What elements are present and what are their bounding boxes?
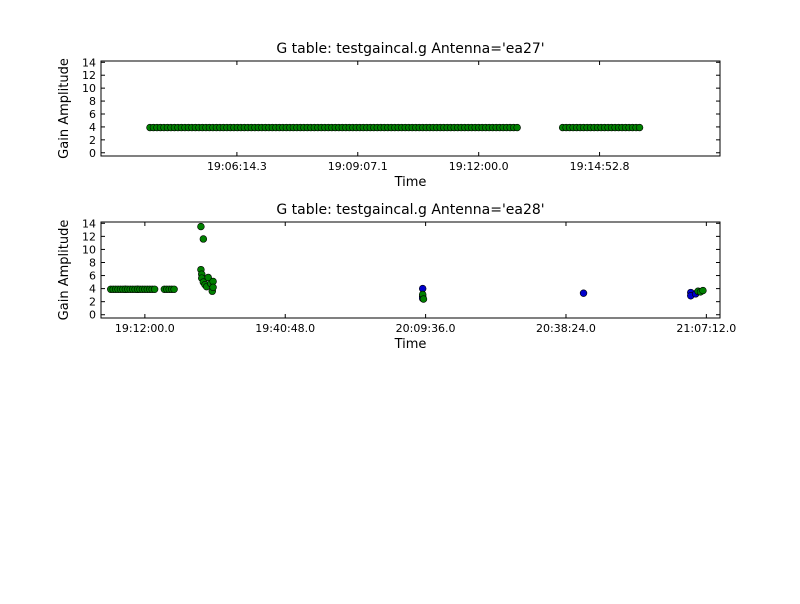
series-1 — [146, 123, 644, 132]
y-tick-label: 12 — [82, 69, 96, 82]
chart-2: G table: testgaincal.g Antenna='ea28' 024… — [57, 202, 736, 352]
chart-title: G table: testgaincal.g Antenna='ea27' — [276, 41, 544, 57]
x-tick-label: 19:40:48.0 — [255, 322, 315, 335]
y-tick-label: 0 — [89, 309, 96, 322]
y-tick-label: 0 — [89, 147, 96, 160]
y-tick-label: 10 — [82, 82, 96, 95]
data-point — [513, 123, 521, 132]
data-point — [170, 285, 178, 293]
x-tick-label: 20:09:36.0 — [396, 322, 456, 335]
plot-frame — [100, 60, 721, 157]
x-tick-label: 19:06:14.3 — [207, 160, 267, 173]
y-tick-label: 14 — [82, 56, 96, 69]
x-tick-label: 20:38:24.0 — [536, 322, 596, 335]
x-tick-label: 21:07:12.0 — [676, 322, 736, 335]
y-tick-label: 4 — [89, 121, 96, 134]
x-tick-label: 19:12:00.0 — [115, 322, 175, 335]
data-point — [635, 123, 644, 132]
x-axis-label: Time — [394, 175, 427, 190]
y-tick-label: 12 — [82, 230, 96, 243]
chart-title: G table: testgaincal.g Antenna='ea28' — [276, 202, 544, 218]
y-tick-label: 14 — [82, 217, 96, 230]
data-point — [579, 289, 588, 297]
data-point — [199, 235, 208, 243]
plot-frame — [100, 221, 721, 319]
y-tick-label: 2 — [89, 296, 96, 309]
y-tick-label: 6 — [89, 108, 96, 121]
y-tick-label: 4 — [89, 283, 96, 296]
x-tick-label: 19:09:07.1 — [328, 160, 388, 173]
x-tick-label: 19:14:52.8 — [570, 160, 630, 173]
y-axis-label: Gain Amplitude — [57, 220, 72, 321]
y-tick-label: 8 — [89, 256, 96, 269]
x-axis-label: Time — [394, 337, 427, 352]
y-tick-label: 6 — [89, 270, 96, 283]
x-tick-label: 19:12:00.0 — [449, 160, 509, 173]
data-point — [150, 285, 159, 293]
y-tick-label: 10 — [82, 243, 96, 256]
data-point — [419, 295, 428, 303]
data-point — [197, 222, 205, 231]
y-axis-label: Gain Amplitude — [57, 58, 72, 159]
series-2 — [107, 222, 707, 303]
chart-1: G table: testgaincal.g Antenna='ea27' 024… — [57, 41, 721, 190]
data-point — [699, 286, 707, 295]
y-tick-label: 8 — [89, 95, 96, 108]
y-tick-label: 2 — [89, 134, 96, 147]
data-point — [209, 283, 217, 292]
